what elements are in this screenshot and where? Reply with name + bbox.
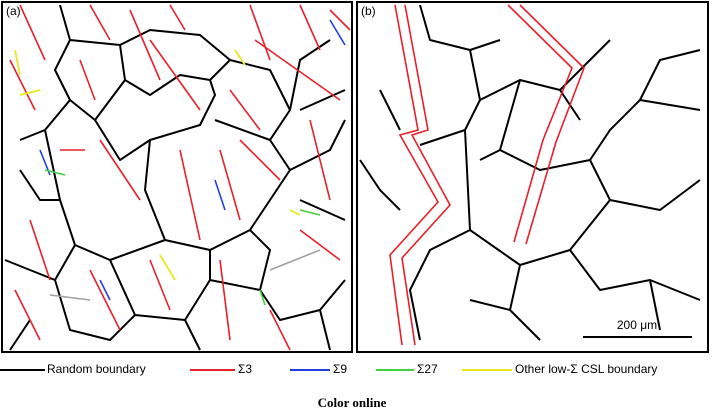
panel-b: 200 μm (b)	[356, 1, 709, 353]
legend-label: Σ27	[417, 362, 438, 376]
legend-label: Random boundary	[47, 362, 146, 376]
legend: Random boundary Σ3 Σ9 Σ27 Other low-Σ CS…	[0, 362, 657, 376]
panel-a: (a)	[1, 1, 353, 353]
legend-label: Σ3	[238, 362, 252, 376]
legend-label: Other low-Σ CSL boundary	[515, 362, 657, 376]
panel-label: (a)	[6, 4, 21, 18]
grain-boundaries	[359, 4, 701, 346]
grain-boundaries	[4, 4, 351, 351]
panel-label: (b)	[361, 4, 376, 18]
scale-bar-label: 200 μm	[617, 318, 657, 332]
caption: Color online	[318, 395, 387, 410]
legend-label: Σ9	[333, 362, 347, 376]
